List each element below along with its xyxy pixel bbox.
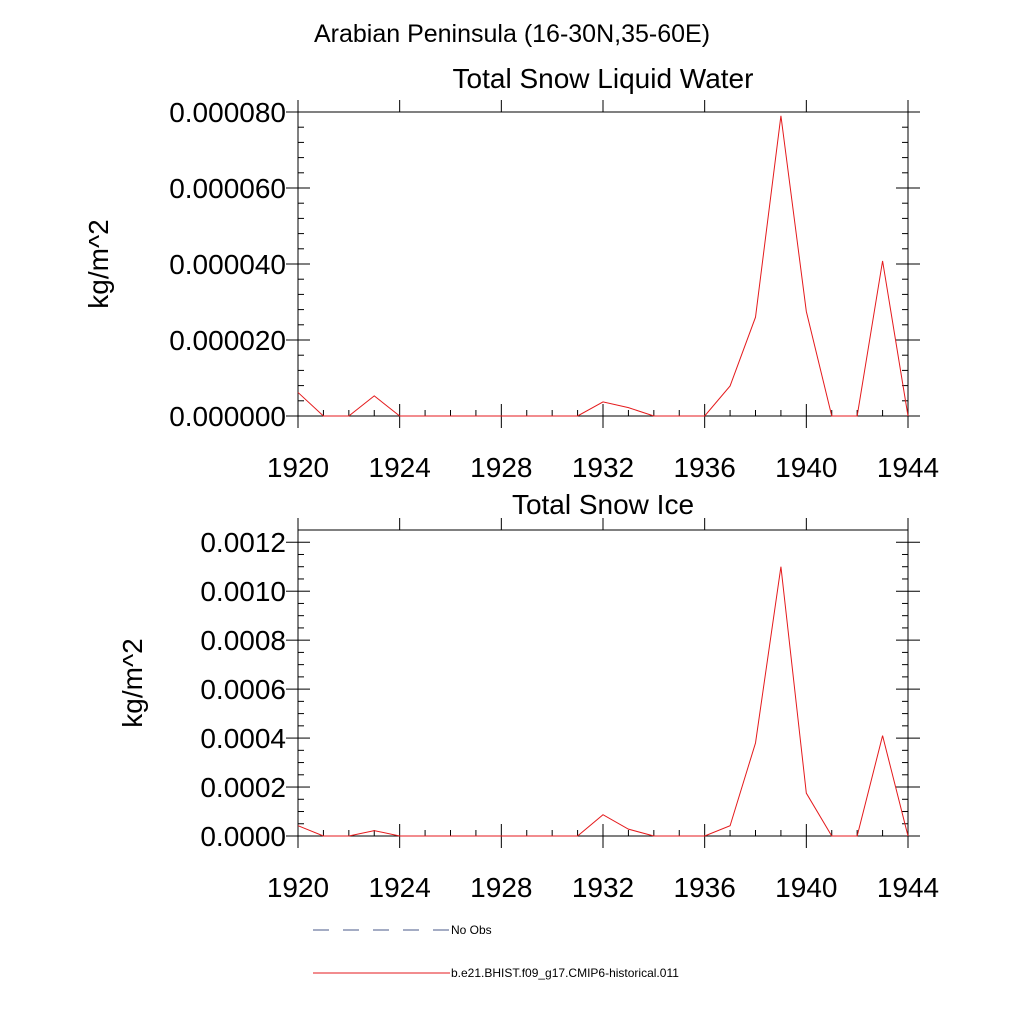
plot-frame (297, 529, 909, 837)
legend: No Obs b.e21.BHIST.f09_g17.CMIP6-histori… (313, 923, 679, 980)
x-tick-label: 1940 (775, 452, 837, 483)
x-tick-label: 1936 (674, 872, 736, 903)
figure-title: Arabian Peninsula (16-30N,35-60E) (314, 20, 710, 48)
x-tick-label: 1920 (267, 452, 329, 483)
series-line (297, 115, 909, 417)
chart-title: Total Snow Liquid Water (453, 63, 754, 94)
x-tick-label: 1944 (877, 452, 939, 483)
y-tick-label: 0.0004 (200, 723, 286, 754)
x-tick-label: 1936 (674, 452, 736, 483)
x-tick-label: 1928 (470, 872, 532, 903)
y-tick-label: 0.000000 (169, 401, 286, 432)
y-tick-label: 0.0012 (200, 527, 286, 558)
y-axis-label: kg/m^2 (83, 219, 114, 308)
y-tick-label: 0.000060 (169, 173, 286, 204)
chart-total-snow-ice: Total Snow Ice kg/m^2 1920 1924 1928 1932 1936… (117, 489, 939, 903)
legend-label-no-obs: No Obs (451, 923, 492, 937)
y-tick-label: 0.0000 (200, 821, 286, 852)
chart-total-snow-liquid-water: Total Snow Liquid Water kg/m^2 1920 1924 192… (83, 63, 939, 483)
y-tick-label: 0.000040 (169, 249, 286, 280)
series-line (297, 566, 909, 837)
x-tick-label: 1928 (470, 452, 532, 483)
x-tick-label: 1920 (267, 872, 329, 903)
chart-title: Total Snow Ice (512, 489, 694, 520)
x-tick-label: 1940 (775, 872, 837, 903)
x-tick-label: 1924 (369, 872, 431, 903)
y-axis-label: kg/m^2 (117, 638, 148, 727)
x-tick-label: 1924 (369, 452, 431, 483)
y-tick-label: 0.000020 (169, 325, 286, 356)
y-tick-label: 0.0002 (200, 772, 286, 803)
x-tick-label: 1932 (572, 872, 634, 903)
legend-label-model: b.e21.BHIST.f09_g17.CMIP6-historical.011 (451, 966, 679, 980)
x-tick-label: 1932 (572, 452, 634, 483)
y-tick-label: 0.0008 (200, 625, 286, 656)
x-tick-label: 1944 (877, 872, 939, 903)
y-tick-label: 0.0010 (200, 576, 286, 607)
plot-frame (297, 111, 909, 417)
y-tick-label: 0.000080 (169, 97, 286, 128)
y-tick-label: 0.0006 (200, 674, 286, 705)
